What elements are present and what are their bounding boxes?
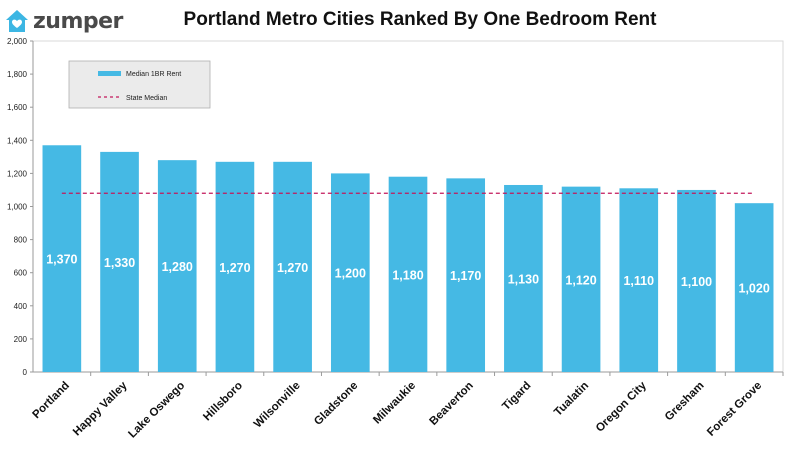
bar: [677, 189, 716, 372]
x-tick-label: Tualatin: [552, 380, 591, 419]
y-tick-label: 1,400: [7, 136, 28, 145]
bar: [157, 160, 197, 372]
y-tick-label: 200: [14, 335, 28, 344]
bar: [561, 186, 601, 372]
legend-box: [68, 60, 211, 109]
bar: [42, 145, 82, 372]
bar-value-label: 1,120: [565, 273, 596, 287]
bar-value-label: 1,180: [392, 268, 423, 282]
zumper-logo: zumper: [4, 6, 123, 36]
x-tick-label: Wilsonville: [252, 380, 303, 431]
bar: [446, 178, 486, 372]
bar: [388, 176, 428, 372]
bar: [100, 151, 139, 372]
x-tick-label: Beaverton: [428, 380, 476, 428]
y-tick-label: 600: [14, 269, 28, 278]
legend-label-median-rent: Median 1BR Rent: [126, 71, 181, 78]
x-tick-label: Gladstone: [312, 380, 360, 428]
x-tick-label: Portland: [31, 380, 72, 421]
plot-area: 0 200 400 600 800 1,000 1,200 1,400 1,600 1,800 2,…: [7, 37, 784, 441]
bar-value-label: 1,270: [219, 261, 250, 275]
x-tick-label: Gresham: [663, 380, 707, 424]
house-heart-icon: [6, 10, 28, 32]
y-tick-label: 1,200: [7, 169, 28, 178]
bar: [504, 184, 543, 372]
bar-value-label: 1,020: [739, 282, 770, 296]
y-tick-label: 1,000: [7, 203, 28, 212]
y-tick-label: 0: [23, 368, 28, 377]
y-tick-label: 2,000: [7, 37, 28, 46]
bar: [330, 173, 370, 372]
bar-value-label: 1,370: [46, 253, 77, 267]
x-tick-label: Hillsboro: [201, 380, 245, 424]
bar-value-label: 1,270: [277, 261, 308, 275]
y-tick-label: 1,800: [7, 70, 28, 79]
legend-label-state-median: State Median: [126, 95, 167, 102]
x-tick-label: Lake Oswego: [126, 380, 187, 441]
bar: [619, 188, 659, 372]
bar: [215, 161, 255, 372]
bar: [273, 161, 312, 372]
x-tick-label: Happy Valley: [71, 379, 130, 438]
x-tick-label: Forest Grove: [705, 380, 764, 439]
bar-value-label: 1,100: [681, 275, 712, 289]
legend: Median 1BR Rent State Median: [68, 60, 211, 109]
x-tick-label: Tigard: [500, 380, 533, 413]
bar-value-label: 1,200: [335, 267, 366, 281]
legend-swatch-bar: [98, 71, 121, 76]
bar-value-label: 1,130: [508, 272, 539, 286]
bar-value-label: 1,280: [162, 260, 193, 274]
y-tick-label: 1,600: [7, 103, 28, 112]
y-tick-label: 400: [14, 302, 28, 311]
x-tick-label: Oregon City: [594, 379, 649, 434]
x-tick-label: Milwaukie: [371, 380, 418, 427]
logo-text: zumper: [33, 8, 123, 34]
bar-value-label: 1,110: [623, 274, 654, 288]
y-tick-label: 800: [14, 236, 28, 245]
bar-value-label: 1,170: [450, 269, 481, 283]
bar: [734, 203, 774, 372]
chart-title: Portland Metro Cities Ranked By One Bedr…: [183, 9, 657, 30]
bar-value-label: 1,330: [104, 256, 135, 270]
